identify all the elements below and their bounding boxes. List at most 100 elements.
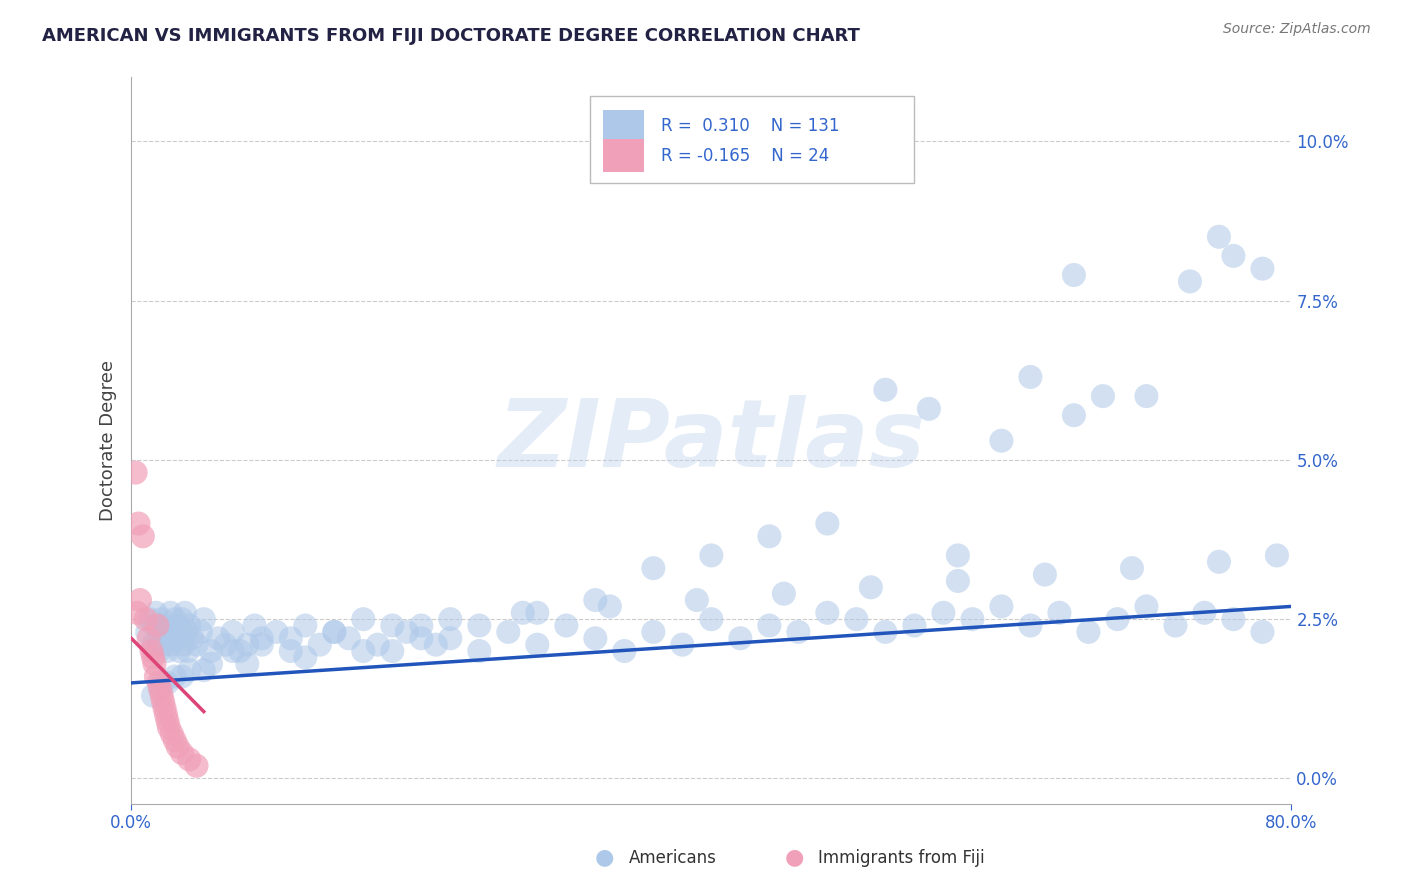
- Point: [323, 624, 346, 639]
- Point: [773, 587, 796, 601]
- Y-axis label: Doctorate Degree: Doctorate Degree: [100, 360, 117, 521]
- Point: [498, 624, 520, 639]
- Text: ●: ●: [595, 847, 614, 867]
- Point: [138, 632, 160, 646]
- Text: ●: ●: [785, 847, 804, 867]
- FancyBboxPatch shape: [603, 110, 644, 143]
- Point: [165, 632, 187, 646]
- Point: [181, 632, 204, 646]
- Point: [758, 618, 780, 632]
- Point: [1208, 555, 1230, 569]
- Point: [1265, 549, 1288, 563]
- Point: [758, 529, 780, 543]
- Point: [367, 638, 389, 652]
- Point: [136, 624, 159, 639]
- Text: Immigrants from Fiji: Immigrants from Fiji: [818, 849, 986, 867]
- Point: [280, 632, 302, 646]
- Point: [381, 618, 404, 632]
- Point: [156, 676, 179, 690]
- Point: [132, 529, 155, 543]
- Point: [294, 650, 316, 665]
- Point: [1047, 606, 1070, 620]
- Point: [1077, 624, 1099, 639]
- Point: [294, 618, 316, 632]
- Point: [875, 383, 897, 397]
- Point: [142, 638, 165, 652]
- Point: [142, 650, 165, 665]
- Text: Source: ZipAtlas.com: Source: ZipAtlas.com: [1223, 22, 1371, 37]
- Point: [859, 580, 882, 594]
- Point: [425, 638, 447, 652]
- Point: [166, 739, 188, 754]
- Point: [139, 612, 162, 626]
- Point: [946, 574, 969, 588]
- Point: [156, 644, 179, 658]
- Point: [163, 733, 186, 747]
- Point: [1107, 612, 1129, 626]
- Point: [153, 618, 176, 632]
- Point: [172, 638, 194, 652]
- Point: [200, 657, 222, 671]
- Point: [135, 612, 157, 626]
- Point: [155, 632, 177, 646]
- Text: R =  0.310    N = 131: R = 0.310 N = 131: [661, 118, 839, 136]
- Point: [193, 612, 215, 626]
- Point: [280, 644, 302, 658]
- Point: [214, 638, 236, 652]
- Point: [381, 644, 404, 658]
- Point: [179, 663, 201, 677]
- Point: [200, 644, 222, 658]
- Point: [163, 612, 186, 626]
- Point: [990, 434, 1012, 448]
- Point: [162, 624, 184, 639]
- Point: [160, 727, 183, 741]
- Point: [193, 663, 215, 677]
- Point: [337, 632, 360, 646]
- Point: [148, 644, 170, 658]
- Point: [411, 632, 433, 646]
- Point: [186, 638, 208, 652]
- Point: [143, 618, 166, 632]
- Point: [1063, 408, 1085, 422]
- Point: [686, 593, 709, 607]
- Point: [159, 606, 181, 620]
- Point: [990, 599, 1012, 614]
- Point: [1121, 561, 1143, 575]
- Point: [157, 721, 180, 735]
- Point: [236, 657, 259, 671]
- Point: [730, 632, 752, 646]
- Point: [163, 669, 186, 683]
- Text: R = -0.165    N = 24: R = -0.165 N = 24: [661, 146, 830, 164]
- Point: [526, 606, 548, 620]
- Point: [1222, 249, 1244, 263]
- Point: [352, 612, 374, 626]
- Point: [177, 644, 200, 658]
- Point: [145, 669, 167, 683]
- Point: [142, 689, 165, 703]
- Point: [643, 561, 665, 575]
- FancyBboxPatch shape: [603, 139, 644, 172]
- Point: [962, 612, 984, 626]
- Point: [250, 638, 273, 652]
- Point: [1222, 612, 1244, 626]
- Point: [166, 618, 188, 632]
- Point: [167, 644, 190, 658]
- Point: [308, 638, 330, 652]
- Point: [156, 714, 179, 728]
- Point: [250, 632, 273, 646]
- Point: [1251, 261, 1274, 276]
- Point: [1019, 370, 1042, 384]
- Point: [169, 624, 191, 639]
- Point: [207, 632, 229, 646]
- Point: [787, 624, 810, 639]
- Point: [845, 612, 868, 626]
- Point: [700, 612, 723, 626]
- Point: [155, 707, 177, 722]
- Point: [1194, 606, 1216, 620]
- Point: [1208, 229, 1230, 244]
- Text: ZIPatlas: ZIPatlas: [498, 395, 925, 487]
- Point: [439, 612, 461, 626]
- Point: [946, 549, 969, 563]
- Point: [150, 612, 173, 626]
- Point: [236, 638, 259, 652]
